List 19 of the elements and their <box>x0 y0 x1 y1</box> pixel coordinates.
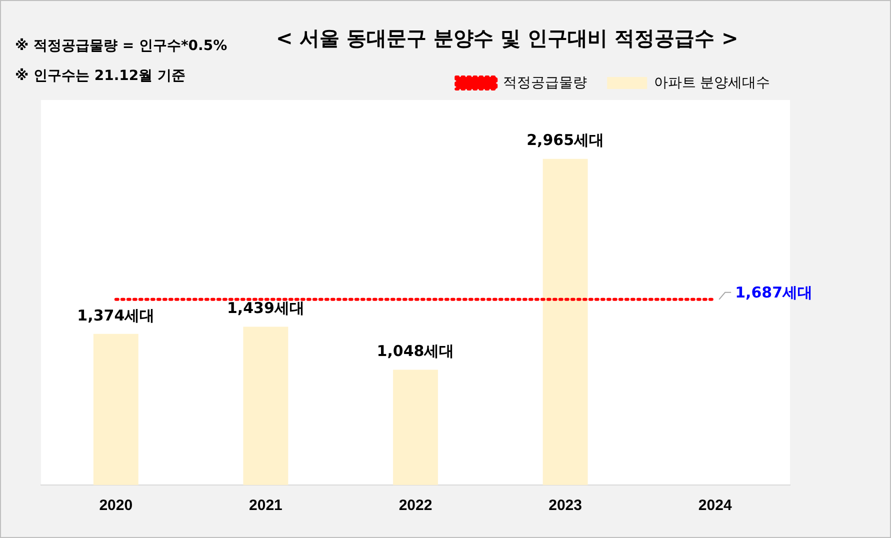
legend-label: 적정공급물량 <box>503 74 588 90</box>
data-label: 1,374세대 <box>77 306 155 324</box>
data-label: 1,439세대 <box>226 299 304 318</box>
data-label: 2,965세대 <box>526 131 604 150</box>
data-label: 1,048세대 <box>376 342 454 360</box>
text: ※ 인구수는 21.12월 기준 <box>15 67 187 86</box>
bar <box>393 370 438 485</box>
bar <box>93 334 138 485</box>
chart-title: < 서울 동대문구 분양수 및 인구대비 적정공급수 > <box>276 25 738 52</box>
text: ※ 적정공급물량 = 인구수*0.5% <box>15 37 228 56</box>
legend-label: 아파트 분양세대수 <box>654 74 770 90</box>
x-tick-label: 2023 <box>548 497 582 514</box>
bar <box>243 326 288 485</box>
data-label: 1,687세대 <box>735 283 813 302</box>
x-tick-label: 2020 <box>99 497 133 514</box>
x-tick-label: 2021 <box>249 497 282 514</box>
x-tick-label: 2022 <box>398 497 432 514</box>
bar <box>542 158 588 485</box>
x-tick-label: 2024 <box>698 497 732 514</box>
